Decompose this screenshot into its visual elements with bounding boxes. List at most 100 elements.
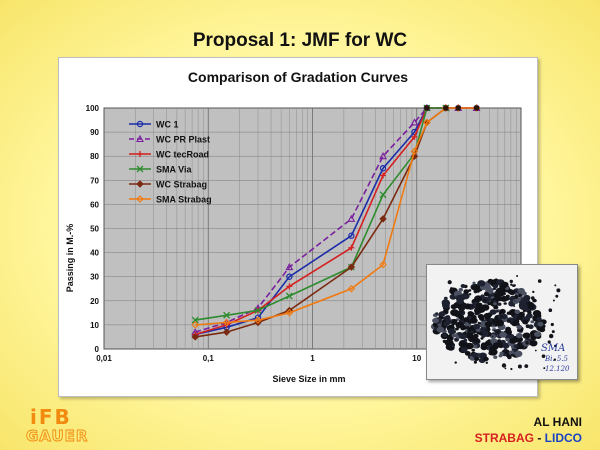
aggregate-grain (502, 342, 510, 349)
aggregate-grain (494, 278, 498, 281)
aggregate-grain (505, 296, 510, 301)
aggregate-grain (460, 284, 466, 288)
series-line (195, 107, 477, 326)
top-end-markers (424, 105, 480, 111)
data-point (379, 191, 387, 199)
logo-top-text: iFB (30, 405, 72, 429)
aggregate-grain (483, 356, 489, 362)
aggregate-grain (473, 360, 477, 364)
aggregate-grain (474, 295, 483, 302)
aggregate-grain (473, 323, 481, 330)
aggregate-grain (517, 323, 520, 326)
aggregate-grain (451, 319, 458, 324)
aggregate-grain (471, 348, 475, 352)
aggregate-grain (451, 344, 455, 348)
aggregate-grain (477, 321, 480, 325)
org-separator: - (533, 431, 545, 445)
data-point (410, 147, 419, 156)
y-tick-label: 10 (90, 321, 99, 330)
aggregate-grain (479, 316, 485, 321)
aggregate-grain (455, 327, 459, 331)
legend-item: WC tecRoad (129, 150, 209, 160)
aggregate-grain (524, 364, 529, 368)
end-point (455, 105, 462, 111)
aggregate-grain (550, 322, 554, 327)
aggregate-grain (525, 324, 530, 329)
y-axis-label: Passing in M.-% (65, 224, 75, 293)
aggregate-grain (499, 351, 504, 356)
end-point (473, 105, 480, 111)
data-point (348, 232, 355, 239)
aggregate-grain (487, 278, 494, 284)
aggregate-grain (531, 296, 535, 300)
data-point (347, 214, 356, 222)
aggregate-grain (457, 325, 461, 329)
y-tick-label: 90 (90, 128, 99, 137)
data-point (379, 165, 387, 172)
aggregate-sample-photo: SMA Bi. 5.5 12.120 (426, 264, 578, 380)
aggregate-grain (514, 295, 519, 299)
aggregate-grain (507, 289, 514, 294)
aggregate-grain (458, 287, 463, 292)
aggregate-grain (454, 337, 459, 342)
aggregate-grain (532, 290, 535, 294)
aggregate-grain (487, 302, 491, 306)
legend-label: WC Strabag (156, 180, 207, 190)
data-point (347, 284, 356, 293)
data-point (254, 316, 262, 324)
aggregate-grain (509, 330, 512, 333)
aggregate-grain (466, 326, 470, 330)
y-tick-label: 80 (90, 152, 99, 161)
aggregate-grain (537, 279, 542, 283)
aggregate-grain (493, 284, 499, 289)
aggregate-grain (552, 299, 555, 302)
y-tick-label: 0 (95, 345, 100, 354)
aggregate-grain (480, 337, 484, 340)
aggregate-grain (522, 332, 531, 339)
data-point (379, 215, 387, 223)
aggregate-grain (456, 315, 459, 318)
aggregate-grain (473, 289, 478, 294)
aggregate-grain (513, 305, 516, 307)
aggregate-grain (516, 324, 523, 330)
data-point (222, 318, 231, 327)
legend-marker (136, 134, 144, 143)
aggregate-grain (437, 323, 442, 327)
legend-item: SMA Via (129, 165, 193, 175)
logo-bottom-text: GAUER (26, 427, 88, 444)
end-point (424, 105, 430, 111)
aggregate-grain (483, 299, 487, 302)
aggregate-grain (534, 349, 537, 352)
aggregate-grain (522, 319, 529, 325)
author-block: AL HANI STRABAG - LIDCO (475, 414, 582, 446)
aggregate-grain (480, 294, 485, 299)
legend-label: WC PR Plast (156, 135, 210, 145)
data-point (411, 133, 418, 140)
aggregate-grain (450, 324, 455, 328)
aggregate-grain (447, 328, 456, 335)
org-lidco: LIDCO (544, 431, 582, 445)
aggregate-grain (493, 329, 496, 332)
aggregate-grain (491, 335, 494, 338)
aggregate-grain (442, 339, 447, 343)
aggregate-grain (500, 314, 504, 318)
data-point (347, 263, 356, 271)
aggregate-grain (459, 309, 464, 314)
legend-item: SMA Strabag (129, 195, 212, 205)
aggregate-grain (463, 289, 469, 294)
aggregate-grain (489, 346, 494, 350)
aggregate-grain (484, 292, 489, 296)
aggregate-grain (543, 367, 546, 370)
legend-item: WC 1 (129, 120, 179, 130)
aggregate-grain (506, 319, 511, 323)
aggregate-grain (530, 320, 535, 324)
aggregate-grain (537, 321, 544, 327)
aggregate-grain (464, 351, 471, 356)
aggregate-grain (443, 296, 448, 300)
data-point (222, 328, 231, 336)
legend-item: WC PR Plast (129, 135, 210, 145)
y-tick-label: 100 (86, 104, 100, 113)
legend-marker (137, 151, 143, 157)
aggregate-grain (496, 295, 504, 302)
aggregate-grain (479, 332, 483, 336)
